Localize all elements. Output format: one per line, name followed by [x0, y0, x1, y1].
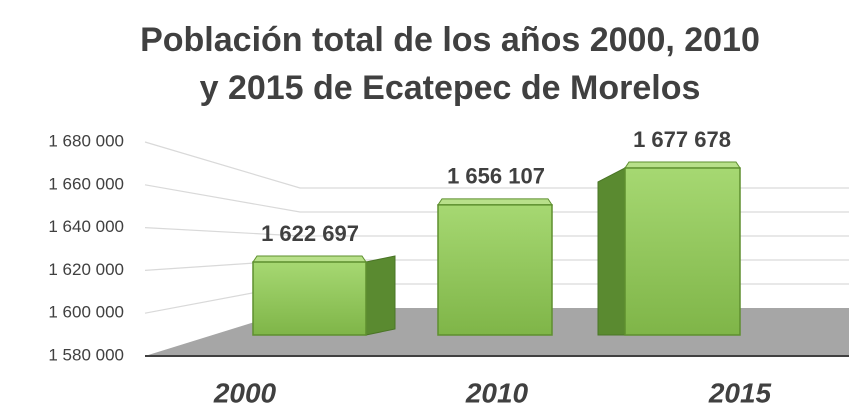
y-tick-label: 1 580 000	[48, 345, 124, 364]
chart-title: y 2015 de Ecatepec de Morelos	[200, 69, 701, 107]
bar-top	[437, 198, 553, 206]
y-tick-label: 1 660 000	[48, 174, 124, 193]
bar	[624, 167, 741, 336]
bar-side	[597, 167, 626, 336]
value-label: 1 677 678	[633, 127, 731, 152]
y-tick-label: 1 620 000	[48, 260, 124, 279]
x-tick-label: 2000	[213, 377, 277, 408]
y-tick-label: 1 640 000	[48, 217, 124, 236]
bar-top	[624, 161, 741, 169]
bar	[252, 261, 367, 336]
chart-title: Población total de los años 2000, 2010	[140, 21, 760, 59]
bar	[437, 204, 553, 336]
value-label: 1 656 107	[447, 164, 545, 189]
value-label: 1 622 697	[261, 221, 359, 246]
bar-side	[365, 255, 396, 336]
bar-top	[252, 255, 367, 263]
x-tick-label: 2015	[708, 377, 772, 408]
y-tick-label: 1 680 000	[48, 131, 124, 150]
x-tick-label: 2010	[465, 377, 529, 408]
y-tick-label: 1 600 000	[48, 303, 124, 322]
